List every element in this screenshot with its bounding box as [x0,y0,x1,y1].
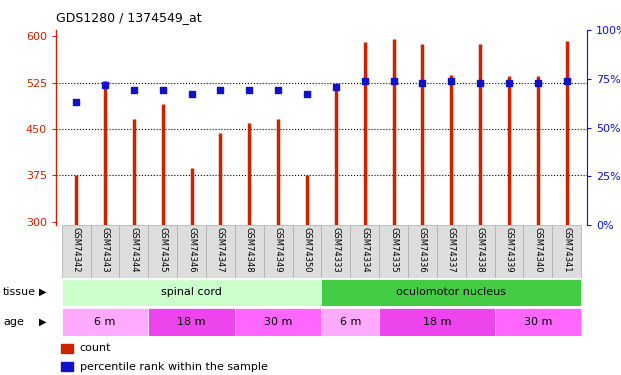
Bar [61,225,91,278]
Text: GSM74333: GSM74333 [331,227,340,273]
Point [360,78,369,84]
Bar [177,225,206,278]
Text: ▶: ▶ [39,317,46,327]
Text: GSM74350: GSM74350 [302,227,312,273]
Point [215,87,225,93]
Point [129,87,138,93]
Text: GSM74336: GSM74336 [418,227,427,273]
Point [446,78,456,84]
Point [244,87,254,93]
Text: GSM74339: GSM74339 [504,227,514,273]
Bar [235,225,264,278]
Bar [408,225,437,278]
Text: oculomotor nucleus: oculomotor nucleus [396,287,506,297]
Bar [61,362,73,371]
Text: GSM74343: GSM74343 [101,227,109,273]
Text: GSM74334: GSM74334 [360,227,369,273]
Text: GSM74344: GSM74344 [129,227,138,273]
Bar [552,225,581,278]
Point [158,87,168,93]
Point [417,80,427,86]
Text: GSM74349: GSM74349 [274,227,283,273]
Text: GSM74335: GSM74335 [389,227,398,273]
Text: percentile rank within the sample: percentile rank within the sample [79,362,268,372]
Point [71,99,81,105]
Text: spinal cord: spinal cord [161,287,222,297]
Text: GDS1280 / 1374549_at: GDS1280 / 1374549_at [56,11,202,24]
Text: GSM74337: GSM74337 [446,227,456,273]
Bar [322,225,350,278]
Text: age: age [3,317,24,327]
Bar [322,308,379,336]
Bar [235,308,322,336]
Text: ▶: ▶ [39,287,46,297]
Bar [148,308,235,336]
Bar [466,225,494,278]
Point [186,92,196,98]
Bar [119,225,148,278]
Bar [350,225,379,278]
Point [475,80,485,86]
Bar [91,225,119,278]
Point [100,82,110,88]
Bar [206,225,235,278]
Bar [148,225,177,278]
Bar [494,308,581,336]
Bar [437,225,466,278]
Point [389,78,399,84]
Text: count: count [79,343,111,353]
Bar [61,308,148,336]
Text: 6 m: 6 m [94,316,116,327]
Text: 30 m: 30 m [264,316,292,327]
Text: GSM74340: GSM74340 [533,227,542,273]
Bar [264,225,292,278]
Text: GSM74348: GSM74348 [245,227,254,273]
Bar [379,225,408,278]
Point [273,87,283,93]
Text: GSM74347: GSM74347 [216,227,225,273]
Bar [494,225,524,278]
Text: 18 m: 18 m [177,316,206,327]
Text: GSM74338: GSM74338 [476,227,484,273]
Point [561,78,571,84]
Point [331,84,341,90]
Point [533,80,543,86]
Point [302,92,312,98]
Point [504,80,514,86]
Text: GSM74346: GSM74346 [187,227,196,273]
Bar [61,344,73,352]
Text: GSM74341: GSM74341 [562,227,571,273]
Text: tissue: tissue [3,287,36,297]
Text: GSM74345: GSM74345 [158,227,167,273]
Bar [61,279,322,306]
Text: 18 m: 18 m [422,316,451,327]
Bar [379,308,494,336]
Bar [524,225,552,278]
Text: GSM74342: GSM74342 [71,227,81,273]
Bar [292,225,322,278]
Bar [322,279,581,306]
Text: 6 m: 6 m [340,316,361,327]
Text: 30 m: 30 m [524,316,552,327]
